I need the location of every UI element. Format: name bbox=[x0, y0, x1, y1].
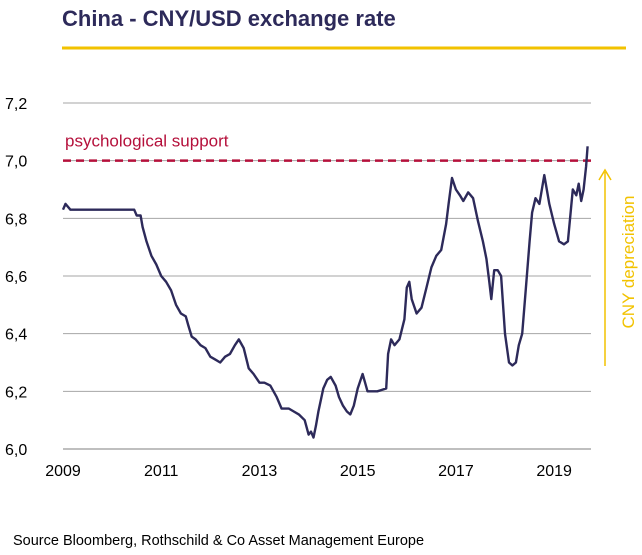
support-label: psychological support bbox=[65, 132, 229, 151]
y-tick-label: 6,2 bbox=[5, 384, 27, 401]
arrowhead-icon bbox=[598, 168, 612, 181]
x-tick-label: 2017 bbox=[438, 463, 474, 480]
y-tick-label: 7,2 bbox=[5, 96, 27, 113]
y-axis: 7,2 7,0 6,8 6,6 6,4 6,2 6,0 bbox=[5, 96, 27, 459]
grid-lines bbox=[63, 102, 591, 450]
chart-title: China - CNY/USD exchange rate bbox=[62, 6, 396, 31]
y-tick-label: 7,0 bbox=[5, 154, 27, 171]
y-tick-label: 6,8 bbox=[5, 211, 27, 228]
y-tick-label: 6,4 bbox=[5, 327, 27, 344]
x-tick-label: 2015 bbox=[340, 463, 376, 480]
x-axis: 2009 2011 2013 2015 2017 2019 bbox=[45, 463, 572, 480]
y-tick-label: 6,6 bbox=[5, 269, 27, 286]
x-tick-label: 2013 bbox=[242, 463, 278, 480]
x-tick-label: 2011 bbox=[144, 463, 179, 480]
x-tick-label: 2009 bbox=[45, 463, 81, 480]
series-line-cny-usd bbox=[61, 146, 589, 439]
source-note: Source Bloomberg, Rothschild & Co Asset … bbox=[13, 533, 425, 549]
y-tick-label: 6,0 bbox=[5, 442, 27, 459]
x-tick-label: 2019 bbox=[536, 463, 572, 480]
depreciation-label: CNY depreciation bbox=[619, 196, 638, 329]
